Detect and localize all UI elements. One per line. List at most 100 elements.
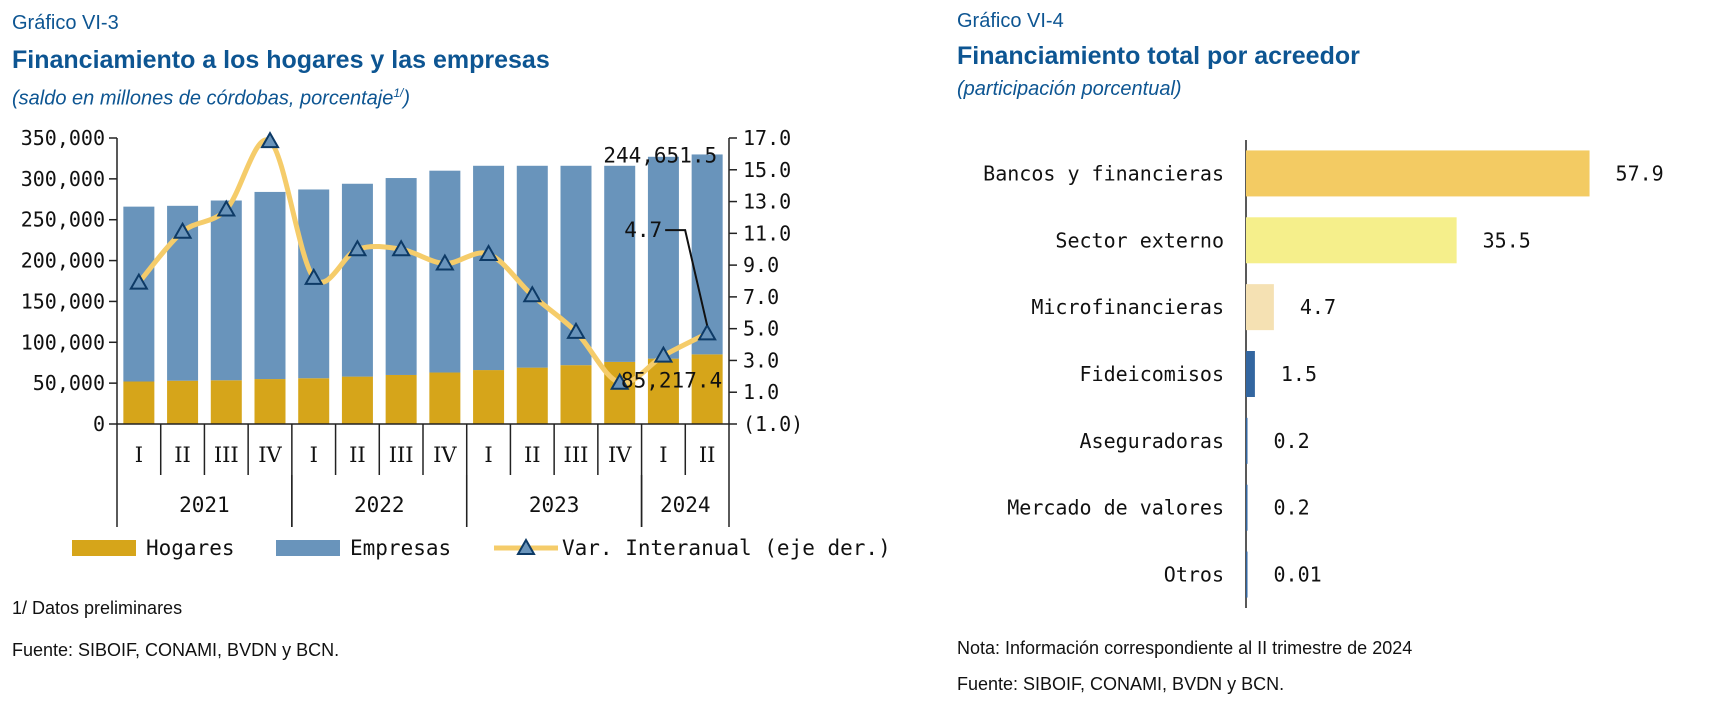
y2-tick-label: 3.0 (743, 348, 779, 372)
line-point (260, 131, 280, 149)
bar (1246, 417, 1248, 464)
y2-tick-label: 5.0 (743, 317, 779, 341)
bar-empresas (604, 165, 636, 362)
source-note: Fuente: SIBOIF, CONAMI, BVDN y BCN. (12, 640, 340, 660)
line-point (435, 253, 455, 271)
chart-label: Gráfico VI-4 (957, 10, 1064, 32)
bar-empresas (647, 156, 679, 359)
bar-hogares (473, 370, 505, 424)
line-point (347, 239, 368, 257)
x-tick-label: II (174, 443, 191, 467)
value-label: 0.2 (1274, 429, 1310, 453)
x-tick-label: I (135, 443, 143, 467)
line-point (303, 267, 324, 285)
line-point (522, 285, 543, 303)
bar-hogares (385, 374, 417, 424)
line-point (653, 345, 674, 363)
footnote: 1/ Datos preliminares (12, 598, 183, 618)
category-label: Otros (1164, 563, 1224, 587)
value-label: 4.7 (1300, 295, 1336, 319)
legend-swatch-hogares (72, 540, 136, 556)
legend-label-empresas: Empresas (350, 536, 451, 560)
bar (1246, 551, 1248, 598)
y2-tick-label: 11.0 (743, 221, 791, 245)
bar-empresas (123, 206, 155, 382)
y2-tick-label: 7.0 (743, 285, 779, 309)
line-point (566, 321, 586, 339)
bar-hogares (341, 376, 373, 424)
bar-hogares (254, 379, 286, 424)
x-tick-label: IV (258, 443, 282, 467)
legend-label-hogares: Hogares (146, 536, 235, 560)
horizontal-bar-chart: Bancos y financieras 57.9 Sector externo 35… (983, 140, 1664, 608)
category-label: Mercado de valores (1007, 496, 1224, 520)
bar-hogares (429, 372, 461, 424)
value-label: 0.2 (1274, 496, 1310, 520)
chart-panel-right: Gráfico VI-4 Financiamiento total por ac… (945, 0, 1734, 707)
category-label: Fideicomisos (1080, 362, 1225, 386)
y-tick-label: 200,000 (21, 249, 105, 273)
bar-hogares (560, 365, 592, 424)
stacked-bar-line-chart: 0 50,000 100,000 150,000 200,000 250,000 300,0… (21, 126, 891, 560)
bar-empresas (254, 191, 286, 380)
y2-tick-label: 9.0 (743, 253, 779, 277)
chart-subtitle: (saldo en millones de córdobas, porcenta… (12, 86, 411, 110)
y-tick-label: 300,000 (21, 167, 105, 191)
y-tick-label: 350,000 (21, 126, 105, 150)
bar (1246, 284, 1274, 331)
x-tick-label: III (214, 443, 239, 467)
chart-title: Financiamiento total por acreedor (957, 42, 1360, 70)
bar-hogares (167, 380, 199, 424)
bar-empresas (210, 200, 242, 381)
bar (1246, 484, 1248, 531)
y-tick-label: 250,000 (21, 208, 105, 232)
chart-label: Gráfico VI-3 (12, 12, 119, 34)
x-tick-label: I (484, 443, 492, 467)
y-tick-label: 50,000 (33, 371, 105, 395)
legend-marker (516, 537, 536, 555)
line-point (172, 221, 193, 239)
x-tick-label: II (524, 443, 541, 467)
bar-hogares (298, 378, 330, 424)
bar-empresas (429, 170, 461, 373)
annotation-hogares: 85,217.4 (621, 368, 722, 392)
year-label: 2024 (660, 493, 711, 517)
value-label: 0.01 (1274, 563, 1322, 587)
bar (1246, 217, 1457, 264)
chart-title: Financiamiento a los hogares y las empre… (12, 46, 550, 74)
bar-hogares (691, 354, 723, 424)
year-label: 2022 (354, 493, 405, 517)
x-tick-label: III (564, 443, 589, 467)
bar-hogares (210, 380, 242, 424)
annotation-leader (665, 229, 709, 326)
year-label: 2023 (529, 493, 580, 517)
category-label: Aseguradoras (1080, 429, 1225, 453)
x-tick-label: IV (608, 443, 632, 467)
chart-subtitle: (participación porcentual) (957, 78, 1182, 100)
y2-tick-label: 15.0 (743, 158, 791, 182)
x-tick-label: IV (433, 443, 457, 467)
category-label: Microfinancieras (1031, 295, 1224, 319)
category-label: Bancos y financieras (983, 161, 1224, 185)
y-tick-label: 100,000 (21, 330, 105, 354)
x-tick-label: II (349, 443, 366, 467)
chart-panel-left: Gráfico VI-3 Financiamiento a los hogare… (12, 12, 891, 660)
bar-empresas (516, 165, 548, 368)
bar-empresas (341, 183, 373, 377)
bar-hogares (123, 381, 155, 424)
legend-label-var: Var. Interanual (eje der.) (562, 536, 891, 560)
footnote: Nota: Información correspondiente al II … (957, 638, 1413, 658)
line-point (391, 239, 411, 257)
legend-swatch-empresas (276, 540, 340, 556)
bar-empresas (385, 178, 417, 375)
y2-tick-label: (1.0) (743, 412, 803, 436)
line-point (697, 323, 717, 341)
value-label: 57.9 (1616, 161, 1664, 185)
y2-tick-label: 13.0 (743, 190, 791, 214)
x-tick-label: I (310, 443, 318, 467)
line-point (609, 372, 630, 390)
value-label: 35.5 (1483, 228, 1531, 252)
y2-tick-label: 17.0 (743, 126, 791, 150)
y-tick-label: 150,000 (21, 289, 105, 313)
x-tick-label: III (389, 443, 414, 467)
